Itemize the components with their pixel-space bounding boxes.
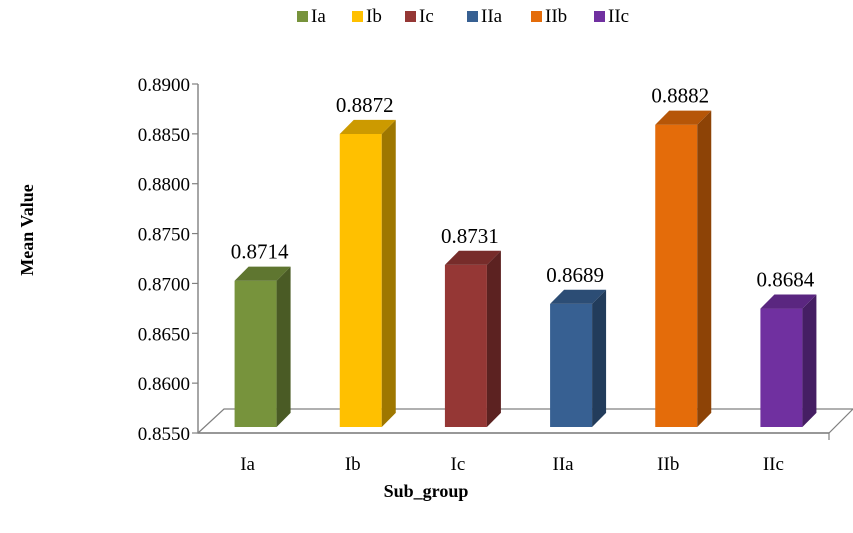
- y-tick-label: 0.8550: [138, 424, 190, 445]
- bar-front: [655, 124, 698, 427]
- x-tick-label: IIa: [553, 454, 575, 475]
- data-label: 0.8882: [651, 84, 709, 108]
- bar-front: [339, 134, 382, 427]
- legend-label: Ia: [311, 6, 326, 27]
- legend-swatch: [594, 11, 605, 22]
- y-axis: 0.8550 0.8600 0.8650 0.8700 0.8750 0.8800 0.88…: [138, 75, 199, 445]
- bar-top: [444, 250, 501, 265]
- legend-label: Ib: [366, 6, 382, 27]
- y-tick-label: 0.8750: [138, 225, 190, 246]
- bar-IIa: 0.8689: [546, 263, 607, 427]
- data-label: 0.8684: [757, 267, 815, 291]
- y-tick-label: 0.8900: [138, 75, 190, 96]
- y-axis-title: Mean Value: [17, 184, 37, 276]
- y-tick-label: 0.8650: [138, 324, 190, 345]
- legend-swatch: [297, 11, 308, 22]
- bar-side: [276, 266, 291, 427]
- x-tick-label: Ia: [240, 454, 255, 475]
- legend-item: IIb: [531, 6, 567, 27]
- bar-top: [234, 266, 291, 281]
- bar-Ic: 0.8731: [441, 224, 501, 427]
- x-tick-label: Ib: [345, 454, 361, 475]
- bar-front: [550, 303, 593, 427]
- y-tick-label: 0.8800: [138, 175, 190, 196]
- legend-item: Ib: [352, 6, 382, 27]
- bar-front: [760, 308, 803, 427]
- x-tick-label: IIb: [657, 454, 679, 475]
- floor-plane: [196, 408, 853, 434]
- bar-front: [234, 280, 277, 427]
- legend-swatch: [467, 11, 478, 22]
- bar-side: [381, 119, 396, 427]
- bar-side: [486, 250, 501, 427]
- bar-IIc: 0.8684: [757, 267, 817, 427]
- bar-front: [444, 264, 487, 427]
- legend-swatch: [531, 11, 542, 22]
- bar-top: [339, 119, 396, 134]
- legend-label: IIa: [481, 6, 503, 27]
- bar-top: [550, 289, 607, 304]
- bar-side: [697, 110, 712, 427]
- data-label: 0.8714: [231, 240, 289, 264]
- data-label: 0.8731: [441, 224, 499, 248]
- bars-group: 0.8714 0.8872 0.8731 0.8689 0.8882 0.8684: [231, 84, 817, 427]
- x-tick-label: Ic: [451, 454, 466, 475]
- y-tick-label: 0.8600: [138, 374, 190, 395]
- data-label: 0.8689: [546, 263, 604, 287]
- legend-label: IIb: [545, 6, 567, 27]
- x-tick-label: IIc: [763, 454, 784, 475]
- x-axis-title: Sub_group: [384, 481, 469, 501]
- bar-top: [760, 294, 817, 309]
- bar-top: [655, 110, 712, 125]
- x-axis: Ia Ib Ic IIa IIb IIc: [240, 454, 784, 475]
- bar-side: [592, 289, 607, 427]
- chart-floor: [196, 408, 853, 440]
- bar-Ia: 0.8714: [231, 240, 291, 427]
- legend-label: Ic: [419, 6, 434, 27]
- bar-Ib: 0.8872: [336, 93, 396, 427]
- legend-item: IIc: [594, 6, 629, 27]
- legend-label: IIc: [608, 6, 629, 27]
- bar-side: [802, 294, 817, 427]
- legend-swatch: [352, 11, 363, 22]
- y-tick-label: 0.8850: [138, 125, 190, 146]
- y-tick-label: 0.8700: [138, 274, 190, 295]
- legend-item: IIa: [467, 6, 503, 27]
- data-label: 0.8872: [336, 93, 394, 117]
- legend-swatch: [405, 11, 416, 22]
- legend-item: Ia: [297, 6, 326, 27]
- bar-IIb: 0.8882: [651, 84, 712, 427]
- legend-item: Ic: [405, 6, 434, 27]
- chart-legend: Ia Ib Ic IIa IIb IIc: [297, 6, 629, 27]
